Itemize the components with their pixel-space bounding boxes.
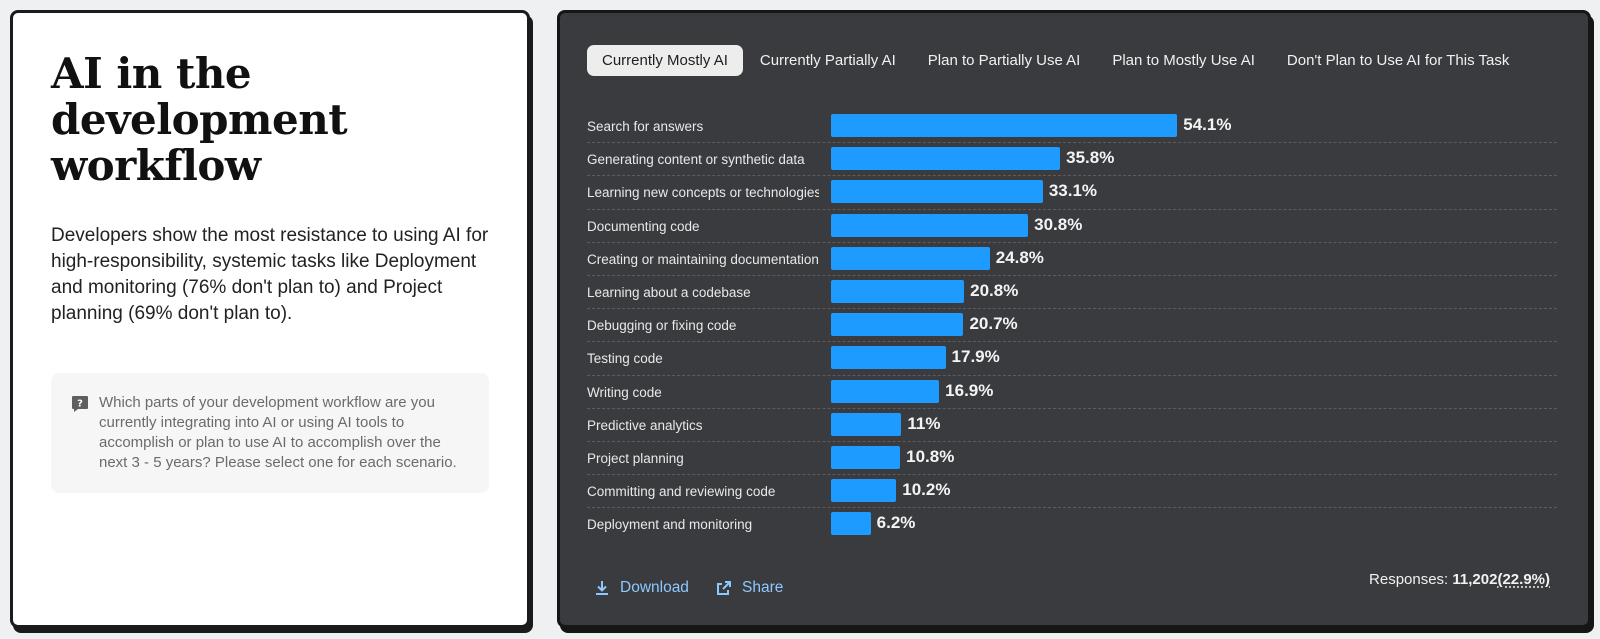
- category-label: Deployment and monitoring: [587, 517, 753, 533]
- responses-percentage[interactable]: (22.9%): [1497, 571, 1550, 588]
- bar[interactable]: [831, 412, 902, 436]
- chart-row: Predictive analytics 11%: [587, 409, 1557, 442]
- chart-row: Testing code 17.9%: [587, 342, 1557, 376]
- bar-value-label: 33.1%: [1048, 181, 1098, 201]
- bar[interactable]: [831, 180, 1043, 204]
- bar[interactable]: [831, 213, 1029, 237]
- category-label: Testing code: [587, 351, 663, 367]
- bar-value-label: 24.8%: [995, 247, 1044, 267]
- share-label: Share: [742, 579, 784, 596]
- bar-chart: Search for answers 54.1% Generating conten…: [587, 110, 1557, 541]
- chart-row: Creating or maintaining documentation 24.…: [587, 243, 1557, 276]
- question-mark-icon: ?: [72, 396, 88, 412]
- chart-panel: Currently Mostly AI Currently Partially …: [557, 10, 1591, 628]
- chart-row: Writing code 16.9%: [587, 376, 1557, 409]
- tab-plan-mostly-use-ai[interactable]: Plan to Mostly Use AI: [1112, 51, 1255, 69]
- bar-value-label: 10.8%: [906, 446, 955, 466]
- category-label: Search for answers: [587, 119, 704, 134]
- chart-row: Project planning 10.8%: [587, 442, 1557, 476]
- chart-row: Deployment and monitoring 6.2%: [587, 508, 1557, 541]
- svg-text:?: ?: [77, 399, 83, 410]
- chart-row: Debugging or fixing code 20.7%: [587, 309, 1557, 343]
- bar-value-label: 20.7%: [969, 314, 1018, 334]
- bar[interactable]: [831, 479, 897, 503]
- bar-value-label: 54.1%: [1183, 115, 1232, 134]
- bar[interactable]: [831, 279, 965, 303]
- category-label: Generating content or synthetic data: [587, 152, 805, 168]
- category-label: Creating or maintaining documentation: [587, 251, 819, 267]
- bar-value-label: 20.8%: [970, 280, 1019, 300]
- external-link-icon: [717, 581, 731, 595]
- share-button[interactable]: Share: [716, 579, 783, 597]
- category-label: Learning about a codebase: [587, 284, 751, 300]
- bar-value-label: 10.2%: [902, 480, 951, 500]
- bar[interactable]: [831, 313, 964, 337]
- category-label: Predictive analytics: [587, 417, 703, 433]
- lead-paragraph: Developers show the most resistance to u…: [51, 225, 489, 324]
- chart-row: Committing and reviewing code 10.2%: [587, 475, 1557, 509]
- bar[interactable]: [831, 147, 1061, 171]
- category-label: Writing code: [587, 384, 662, 400]
- bar[interactable]: [831, 512, 871, 536]
- bar[interactable]: [831, 246, 990, 270]
- category-label: Project planning: [587, 450, 684, 466]
- survey-question-box: ? Which parts of your development workfl…: [51, 373, 489, 493]
- category-label: Learning new concepts or technologies: [587, 185, 819, 201]
- download-icon: [596, 581, 608, 595]
- bar[interactable]: [831, 114, 1178, 137]
- bar-value-label: 16.9%: [945, 380, 994, 400]
- chart-row: Learning about a codebase 20.8%: [587, 276, 1557, 310]
- tab-dont-plan-to-use-ai[interactable]: Don't Plan to Use AI for This Task: [1286, 51, 1510, 69]
- responses-count: Responses: 11,202(22.9%): [1369, 571, 1550, 588]
- tab-plan-partially-use-ai[interactable]: Plan to Partially Use AI: [927, 51, 1081, 69]
- scenario-tabs: Currently Mostly AI Currently Partially …: [587, 43, 1555, 77]
- download-button[interactable]: Download: [594, 579, 689, 597]
- responses-label: Responses:: [1369, 571, 1453, 588]
- chart-row: Learning new concepts or technologies 33.…: [587, 176, 1557, 210]
- category-label: Documenting code: [587, 218, 700, 234]
- bar[interactable]: [831, 379, 940, 403]
- bar-value-label: 6.2%: [876, 513, 916, 533]
- chart-row: Generating content or synthetic data 35.8…: [587, 143, 1557, 177]
- bar[interactable]: [831, 346, 946, 370]
- tab-currently-partially-ai[interactable]: Currently Partially AI: [759, 51, 896, 69]
- bar-value-label: 17.9%: [951, 347, 1000, 367]
- chart-row: Search for answers 54.1%: [587, 110, 1557, 144]
- intro-card: AI in the development workflow Developer…: [10, 10, 530, 628]
- bar-value-label: 30.8%: [1034, 214, 1083, 234]
- category-label: Debugging or fixing code: [587, 318, 737, 334]
- download-label: Download: [620, 579, 689, 596]
- bar-value-label: 35.8%: [1066, 148, 1115, 168]
- bar-value-label: 11%: [907, 413, 941, 433]
- survey-question-text: Which parts of your development workflow…: [99, 394, 457, 471]
- page-title: AI in the development workflow: [51, 49, 348, 190]
- responses-number: 11,202: [1452, 571, 1498, 588]
- chart-row: Documenting code 30.8%: [587, 210, 1557, 243]
- bar[interactable]: [831, 445, 901, 469]
- category-label: Committing and reviewing code: [587, 484, 776, 500]
- tab-currently-mostly-ai[interactable]: Currently Mostly AI: [587, 44, 743, 76]
